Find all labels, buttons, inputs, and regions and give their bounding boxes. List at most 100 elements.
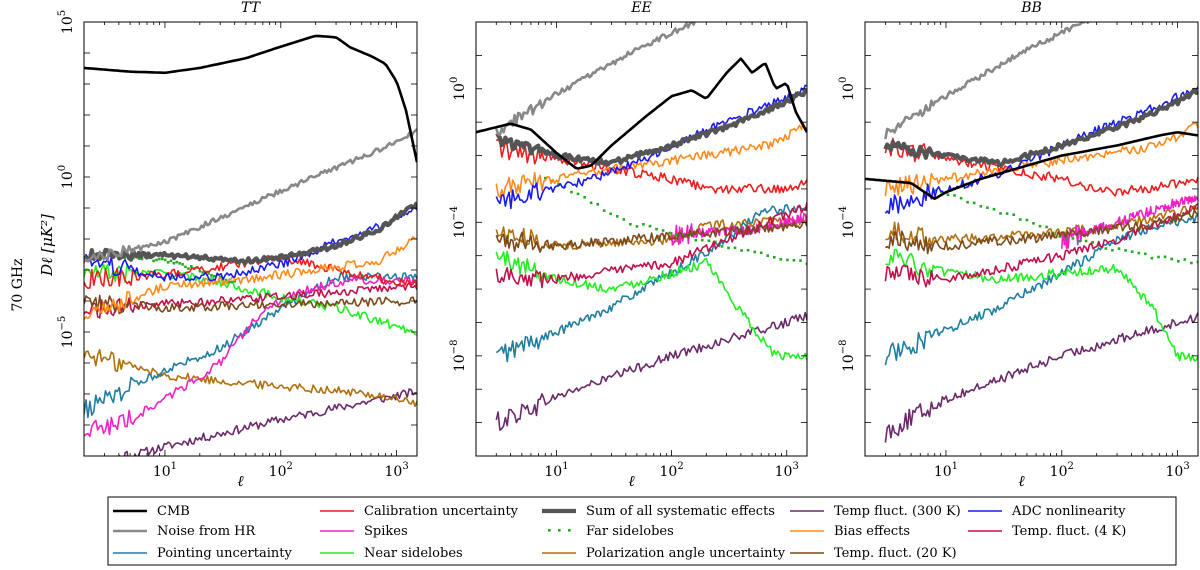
series-line-cmb (476, 57, 807, 170)
series-point-far (1177, 260, 1180, 263)
legend-item-temp4: Temp. fluct. (4 K) (968, 524, 1126, 539)
series-point-far (740, 249, 743, 252)
series-point-far (759, 251, 763, 255)
series-line-temp20 (884, 209, 1198, 255)
series-point-far (1065, 236, 1068, 240)
series-line-cmb (865, 131, 1198, 200)
x-tick-label: 102 (1050, 461, 1074, 480)
series-point-far (172, 261, 176, 265)
series-point-far (1091, 241, 1094, 244)
legend-label: Temp fluct. (300 K) (834, 504, 961, 519)
y-tick-label: 100 (838, 77, 857, 101)
series-point-far (648, 224, 652, 228)
series-point-far (1190, 261, 1193, 265)
panel-frame (864, 21, 1199, 457)
series-point-far (602, 209, 606, 212)
panel-ee: EE 101 102 103 100 10−4 10−8 ℓ (449, 0, 808, 490)
series-point-far (213, 274, 216, 278)
series-point-far (137, 257, 141, 260)
series-point-far (1124, 249, 1127, 252)
series-point-far (622, 218, 626, 221)
series-point-far (1025, 218, 1029, 222)
y-tick-label: 100 (449, 77, 468, 101)
legend-item-temp300: Temp fluct. (300 K) (790, 504, 961, 519)
series-line-bias (884, 122, 1198, 197)
series-line-temp300 (118, 388, 417, 456)
series-point-far (181, 263, 184, 266)
legend-label: Temp. fluct. (4 K) (1012, 524, 1126, 539)
x-axis-label: ℓ (237, 472, 243, 490)
series-point-far (210, 274, 213, 277)
series-line-noise (84, 128, 417, 263)
series-line-spikes (84, 275, 417, 438)
legend-item-far: Far sidelobes (548, 524, 674, 539)
series-line-cmb (84, 34, 417, 163)
series-point-far (805, 262, 807, 266)
legend-item-bias: Bias effects (790, 524, 910, 539)
panel-bb: BB 101 102 103 100 10−4 10−8 ℓ (838, 0, 1199, 490)
series-point-far (746, 248, 750, 252)
y-tick-label: 10−5 (57, 316, 76, 349)
series-point-far (707, 239, 711, 242)
legend-label: Calibration uncertainty (364, 504, 519, 519)
series-point-far (201, 271, 205, 274)
x-tick-label: 101 (153, 461, 177, 480)
series-point-far (233, 279, 236, 283)
series-line-calibration (884, 137, 1198, 197)
series-point-far (668, 231, 671, 235)
series-line-sum (883, 87, 1198, 168)
series-point-far (557, 183, 560, 186)
y-tick-label: 10−4 (838, 206, 857, 239)
series-point-far (1045, 225, 1048, 229)
series-point-far (979, 205, 983, 208)
legend-item-cmb: CMB (113, 504, 190, 519)
series-line-temp4 (84, 281, 417, 319)
series-point-far (207, 272, 210, 275)
legend-item-adc: ADC nonlinearity (968, 504, 1126, 519)
series-point-far (227, 280, 231, 284)
series-point-far (576, 192, 580, 196)
legend-label: Polarization angle uncertainty (586, 546, 786, 561)
panel-title: BB (1020, 0, 1042, 16)
y-tick-label: 105 (57, 10, 76, 34)
series-point-far (1111, 248, 1114, 252)
panel-frame (475, 21, 808, 457)
legend-label: Spikes (364, 524, 408, 539)
panels: TT 101 102 103 105 100 10−5 ℓ EE 101 102 103 100 10−4… (57, 0, 1199, 490)
series-point-far (674, 233, 678, 237)
series-point-far (198, 269, 202, 273)
series-line-polangle (495, 217, 807, 253)
series-point-far (946, 193, 950, 196)
series-line-temp300 (495, 311, 807, 431)
y-tick-label: 100 (57, 165, 76, 189)
frequency-label: 70 GHz (10, 258, 26, 311)
series-point-far (720, 245, 724, 248)
legend-label: Temp. fluct. (20 K) (834, 546, 957, 561)
legend-swatch (548, 529, 551, 532)
series-line-noise (884, 22, 1090, 140)
series-point-far (544, 176, 547, 180)
legend-item-spikes: Spikes (320, 524, 408, 539)
series-point-far (1038, 224, 1042, 228)
series-point-far (1078, 239, 1081, 243)
series-point-far (986, 206, 989, 209)
series-point-far (661, 229, 665, 232)
legend-label: CMB (157, 504, 190, 519)
series-point-far (1071, 237, 1075, 240)
series-point-far (1183, 258, 1187, 261)
series-point-far (701, 238, 704, 242)
series-point-far (933, 189, 936, 192)
legend-label: Noise from HR (157, 524, 257, 539)
series-point-far (992, 207, 996, 211)
series-point-far (155, 258, 158, 262)
series-point-far (589, 201, 593, 205)
series-line-temp4 (884, 203, 1198, 288)
x-tick-label: 101 (934, 461, 958, 480)
series-group (84, 34, 417, 456)
series-group (476, 22, 807, 431)
x-tick-label: 103 (385, 461, 409, 480)
series-point-far (1019, 218, 1022, 221)
series-point-far (187, 267, 190, 270)
series-point-far (786, 258, 789, 262)
